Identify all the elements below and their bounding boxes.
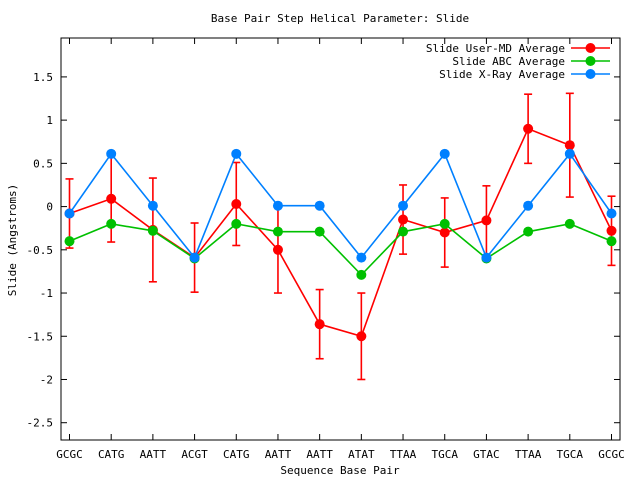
x-axis-label: Sequence Base Pair [280,464,400,477]
x-tick-label: TGCA [431,448,458,461]
y-tick-label: 1.5 [33,71,53,84]
data-point [523,200,534,211]
data-point [106,193,117,204]
series-line [69,223,612,277]
data-point [439,218,450,229]
y-tick-label: 0 [46,201,53,214]
data-point [64,236,75,247]
data-point [314,200,325,211]
data-point [523,226,534,237]
data-point [564,218,575,229]
y-axis-label: Slide (Angstroms) [6,184,19,297]
data-point [106,148,117,159]
data-point [606,225,617,236]
data-point [481,252,492,263]
data-point [231,218,242,229]
data-point [314,226,325,237]
series-0 [64,92,617,381]
data-point [606,236,617,247]
data-point [564,148,575,159]
data-point [272,226,283,237]
data-point [314,319,325,330]
data-point [147,225,158,236]
x-tick-label: GCGC [598,448,625,461]
data-point [356,269,367,280]
legend-label: Slide X-Ray Average [439,68,565,81]
legend-swatch-marker [585,69,596,79]
data-point [439,227,450,238]
series-2 [64,148,617,263]
data-point [64,208,75,219]
x-tick-label: TTAA [515,448,542,461]
data-point [231,198,242,209]
data-point [606,208,617,219]
data-point [398,200,409,211]
data-point [147,200,158,211]
x-tick-label: TGCA [557,448,584,461]
legend-label: Slide User-MD Average [426,42,565,55]
x-tick-label: TTAA [390,448,417,461]
y-tick-label: -0.5 [27,244,54,257]
data-point [439,148,450,159]
plot-area: -2.5 -2 -1.5 -1 -0.5 0 0.5 1 1.5 GCGC CATG AATT ACGT… [27,37,625,461]
y-tick-label: -1 [40,287,53,300]
y-tick-label: 1 [46,114,53,127]
data-point [564,140,575,151]
data-point [398,214,409,225]
x-tick-label: AATT [306,448,333,461]
x-tick-label: ATAT [348,448,375,461]
chart-title: Base Pair Step Helical Parameter: Slide [211,12,469,25]
x-tick-label: AATT [140,448,167,461]
data-point [272,244,283,255]
y-tick-label: 0.5 [33,157,53,170]
data-point [356,331,367,342]
plot-frame [60,37,621,441]
legend-swatch-marker [585,56,596,66]
data-point [231,148,242,159]
series-layer [64,92,617,381]
data-point [106,218,117,229]
series-line [68,152,613,260]
legend-label: Slide ABC Average [452,55,565,68]
series-1 [64,218,617,280]
x-tick-label: CATG [223,448,250,461]
data-point [481,215,492,226]
data-point [189,252,200,263]
x-tick-label: AATT [265,448,292,461]
data-point [356,252,367,263]
y-tick-label: -2 [40,373,53,386]
x-tick-label: GTAC [473,448,500,461]
y-tick-label: -2.5 [27,417,54,430]
data-point [398,226,409,237]
x-tick-label: CATG [98,448,125,461]
y-tick-label: -1.5 [27,330,54,343]
x-tick-label: ACGT [181,448,208,461]
x-tick-label: GCGC [56,448,83,461]
data-point [523,123,534,134]
data-point [272,200,283,211]
legend-swatch-marker [585,43,596,53]
